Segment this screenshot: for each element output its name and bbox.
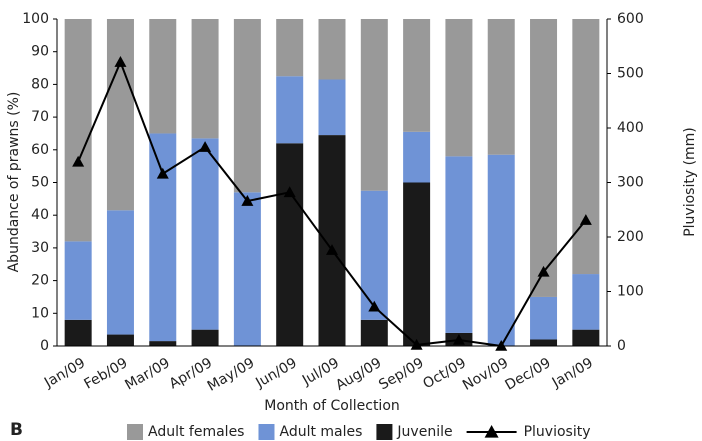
y2-tick-label: 200 xyxy=(617,229,644,245)
x-tick-label: May/09 xyxy=(205,355,258,395)
legend-label: Adult females xyxy=(148,424,244,440)
panel-label: B xyxy=(10,420,23,440)
bar-segment xyxy=(191,329,219,346)
line-marker xyxy=(283,186,296,198)
y-tick-label: 60 xyxy=(31,142,49,158)
line-marker xyxy=(452,334,465,345)
x-tick-label: Sep/09 xyxy=(376,355,426,393)
line-marker xyxy=(579,214,592,225)
y-tick-label: 10 xyxy=(31,305,49,321)
bar-segment xyxy=(106,19,134,211)
bar-segment xyxy=(318,19,346,80)
bar-segment xyxy=(360,319,388,346)
legend-swatch xyxy=(258,424,275,440)
bar-segment xyxy=(149,341,177,346)
y2-tick-label: 600 xyxy=(617,11,644,27)
bar-segment xyxy=(233,19,261,193)
bar-segment xyxy=(445,156,473,333)
y2-axis-label: Pluviosity (mm) xyxy=(682,127,698,237)
line-marker xyxy=(199,141,212,152)
bar-segment xyxy=(487,19,515,155)
x-tick-label: Jan/09 xyxy=(41,355,88,391)
line-marker xyxy=(241,195,254,206)
bar-segment xyxy=(149,133,177,342)
y-tick-label: 50 xyxy=(31,175,49,191)
line-marker xyxy=(72,155,85,167)
bar-segment xyxy=(318,79,346,136)
x-tick-label: Oct/09 xyxy=(420,355,468,392)
y2-tick-label: 100 xyxy=(617,284,644,300)
bar-segment xyxy=(276,19,304,77)
bar-segment xyxy=(191,138,219,330)
bar-segment xyxy=(276,143,304,346)
x-axis-label: Month of Collection xyxy=(264,398,400,414)
bar-segment xyxy=(149,19,177,134)
y2-tick-label: 300 xyxy=(617,175,644,191)
legend-swatch xyxy=(127,424,143,440)
bar-segment xyxy=(572,274,600,330)
bar-segment xyxy=(403,19,431,132)
bar-segment xyxy=(360,19,388,191)
bar-segment xyxy=(191,19,219,139)
y-tick-label: 70 xyxy=(31,109,49,125)
legend-label: Pluviosity xyxy=(524,424,591,440)
bar-segment xyxy=(64,19,92,242)
legend-label: Juvenile xyxy=(396,424,452,440)
bar-segment xyxy=(64,241,92,320)
y-tick-label: 100 xyxy=(22,11,49,27)
x-tick-label: Aug/09 xyxy=(333,355,384,394)
bar-segment xyxy=(530,296,558,340)
x-tick-label: Feb/09 xyxy=(81,355,130,393)
bar-segment xyxy=(572,19,600,275)
bar-segment xyxy=(106,210,134,335)
y-tick-label: 30 xyxy=(31,240,49,256)
y-tick-label: 0 xyxy=(40,338,49,354)
x-tick-label: Jun/09 xyxy=(252,355,299,392)
legend-swatch xyxy=(376,424,393,440)
legend-marker xyxy=(484,425,499,438)
line-marker xyxy=(410,338,423,350)
legend-label: Adult males xyxy=(279,424,362,440)
bar-segment xyxy=(445,19,473,157)
bar-segment xyxy=(572,329,600,346)
bar-segment xyxy=(318,135,346,346)
line-marker xyxy=(114,56,127,67)
bar-segment xyxy=(530,339,558,346)
line-marker xyxy=(156,167,169,179)
bar-segment xyxy=(276,76,304,144)
line-marker xyxy=(537,265,550,277)
line-marker xyxy=(495,340,508,351)
y2-tick-label: 500 xyxy=(617,66,644,82)
bar-segment xyxy=(403,131,431,183)
bar-segment xyxy=(403,182,431,346)
x-tick-label: Mar/09 xyxy=(122,355,172,393)
bar-segment xyxy=(530,19,558,297)
line-marker xyxy=(326,244,338,255)
bar-segment xyxy=(360,190,388,320)
bar-segment xyxy=(487,154,515,346)
y-axis-label: Abundance of prawns (%) xyxy=(6,92,22,273)
bar-segment xyxy=(233,192,261,346)
y-tick-label: 90 xyxy=(31,44,49,60)
line-marker xyxy=(368,300,381,312)
y2-tick-label: 0 xyxy=(617,338,626,354)
x-tick-label: Dec/09 xyxy=(503,355,554,394)
bar-segment xyxy=(64,319,92,346)
y-tick-label: 20 xyxy=(31,273,49,289)
y-tick-label: 40 xyxy=(31,207,49,223)
x-tick-label: Nov/09 xyxy=(460,355,511,394)
y2-tick-label: 400 xyxy=(617,120,644,136)
x-tick-label: Jan/09 xyxy=(549,355,596,391)
y-tick-label: 80 xyxy=(31,76,49,92)
bar-segment xyxy=(106,334,134,346)
